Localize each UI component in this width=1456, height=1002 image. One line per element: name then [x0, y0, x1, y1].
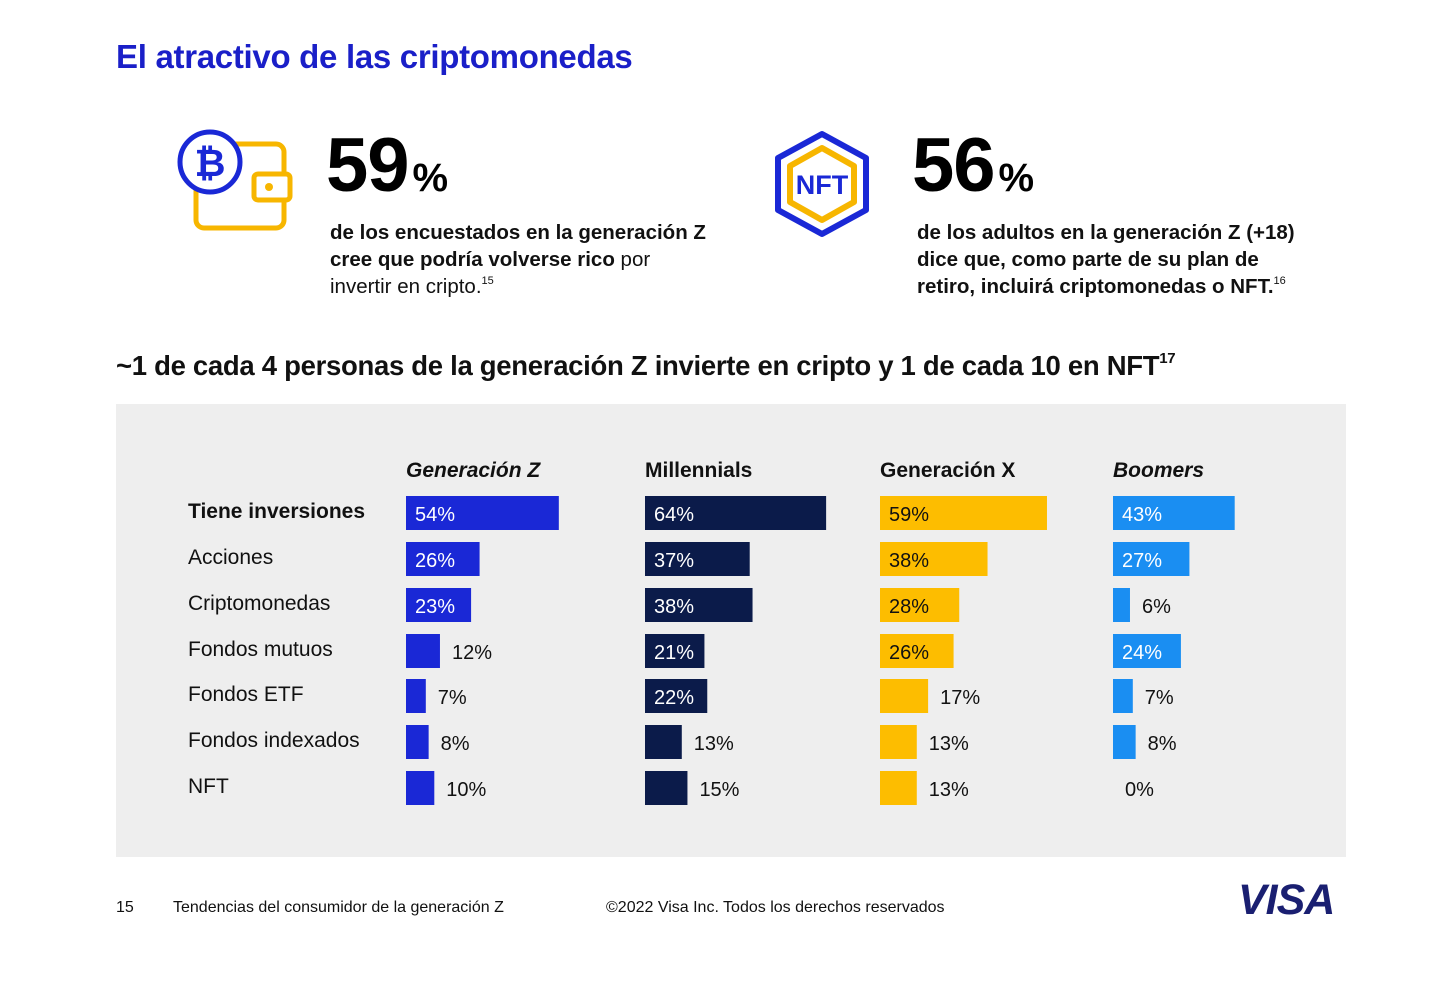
data-label: 13% [929, 733, 969, 755]
bar [645, 496, 827, 530]
bar [406, 496, 559, 530]
bar [645, 588, 753, 622]
bar [880, 588, 960, 622]
category-label: Fondos mutuos [188, 638, 333, 661]
category-label: Tiene inversiones [188, 500, 365, 523]
data-label: 64% [654, 504, 694, 526]
data-label: 22% [654, 687, 694, 709]
bar [880, 771, 917, 805]
data-label: 8% [1148, 733, 1177, 755]
bar [406, 542, 480, 576]
data-label: 8% [441, 733, 470, 755]
data-label: 13% [694, 733, 734, 755]
investment-chart: Tiene inversiones Acciones Criptomonedas Fo… [188, 459, 1235, 805]
bar [880, 542, 988, 576]
category-label: Criptomonedas [188, 592, 330, 615]
stat-2-description: de los adultos en la generación Z (+18) … [917, 221, 1295, 298]
data-label: 6% [1142, 596, 1171, 618]
bar [645, 771, 688, 805]
stat-1-value: 59% [326, 123, 449, 208]
data-label: 23% [415, 596, 455, 618]
series-header: Boomers [1113, 459, 1204, 482]
bar [1113, 542, 1190, 576]
series-header: Generación Z [406, 459, 541, 482]
data-label: 15% [699, 779, 739, 801]
bar [406, 679, 426, 713]
data-label: 24% [1122, 642, 1162, 664]
bar [1113, 588, 1130, 622]
data-label: 28% [889, 596, 929, 618]
data-label: 38% [889, 550, 929, 572]
footer-report-title: Tendencias del consumidor de la generaci… [173, 899, 504, 916]
bar [645, 542, 750, 576]
bar [880, 496, 1047, 530]
footer-copyright: ©2022 Visa Inc. Todos los derechos reser… [606, 899, 945, 916]
data-label: 54% [415, 504, 455, 526]
data-label: 7% [1145, 687, 1174, 709]
stat-2-value: 56% [912, 123, 1035, 208]
series-header: Millennials [645, 459, 752, 482]
bar [406, 771, 435, 805]
visa-logo: VISA [1238, 876, 1348, 927]
bar [880, 725, 917, 759]
data-label: 12% [452, 642, 492, 664]
svg-text:₿: ₿ [195, 141, 226, 185]
bar [645, 634, 705, 668]
data-label: 59% [889, 504, 929, 526]
bitcoin-wallet-icon: ₿ [176, 128, 296, 239]
stat-1-description: de los encuestados en la generación Z cr… [330, 221, 706, 298]
series-header: Generación X [880, 459, 1015, 482]
chart-panel: Tiene inversiones Acciones Criptomonedas Fo… [116, 404, 1346, 857]
category-label: Fondos indexados [188, 729, 360, 752]
data-label: 21% [654, 642, 694, 664]
data-label: 7% [438, 687, 467, 709]
data-label: 27% [1122, 550, 1162, 572]
data-label: 37% [654, 550, 694, 572]
bar [1113, 634, 1181, 668]
data-label: 38% [654, 596, 694, 618]
bar [645, 725, 682, 759]
data-label: 17% [940, 687, 980, 709]
bar [1113, 496, 1235, 530]
bar [880, 634, 954, 668]
svg-text:NFT: NFT [796, 170, 849, 200]
category-label: Fondos ETF [188, 683, 304, 706]
data-label: 26% [415, 550, 455, 572]
bar [645, 679, 708, 713]
bar [406, 725, 429, 759]
footer-page-number: 15 [116, 899, 134, 916]
bar [880, 679, 929, 713]
chart-subtitle: ~1 de cada 4 personas de la generación Z… [116, 350, 1176, 381]
nft-hexagon-icon: NFT [774, 130, 870, 243]
data-label: 13% [929, 779, 969, 801]
bar [406, 588, 472, 622]
data-label: 0% [1125, 779, 1154, 801]
svg-text:VISA: VISA [1238, 878, 1334, 922]
data-label: 10% [446, 779, 486, 801]
bar [1113, 679, 1133, 713]
bar [1113, 725, 1136, 759]
category-label: Acciones [188, 546, 273, 569]
data-label: 26% [889, 642, 929, 664]
page-title: El atractivo de las criptomonedas [116, 38, 633, 75]
category-label: NFT [188, 775, 229, 798]
bar [406, 634, 440, 668]
data-label: 43% [1122, 504, 1162, 526]
